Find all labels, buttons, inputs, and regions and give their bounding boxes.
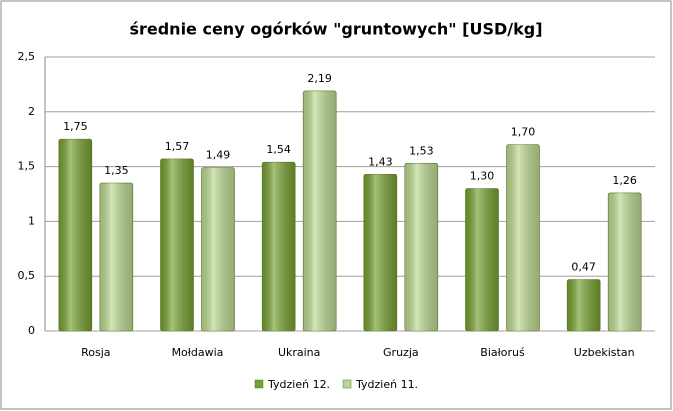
value-label: 1,70 [511,126,536,139]
value-label: 0,47 [571,260,596,273]
x-tick-label: Gruzja [383,346,419,359]
value-label: 1,53 [409,144,434,157]
bar-shine [404,163,438,331]
value-label: 1,35 [104,164,129,177]
value-label: 1,30 [470,170,495,183]
legend-swatch [342,379,352,389]
y-tick-label: 0,5 [18,269,36,282]
bar-shine [99,183,133,331]
bar-shine [608,192,642,331]
legend-swatch [254,379,264,389]
chart-title: średnie ceny ogórków "gruntowych" [USD/k… [129,20,542,39]
bar-shine [506,144,540,331]
value-label: 2,19 [307,72,332,85]
bar-shine [160,158,194,331]
value-label: 1,57 [165,140,190,153]
bar-shine [58,139,92,331]
value-label: 1,26 [612,174,637,187]
x-tick-label: Ukraina [278,346,320,359]
x-tick-label: Rosja [81,346,110,359]
bar-shine [567,279,601,331]
value-label: 1,54 [266,143,291,156]
x-tick-label: Uzbekistan [574,346,635,359]
y-tick-label: 0 [28,324,35,337]
y-tick-label: 1 [28,214,35,227]
y-tick-label: 2 [28,105,35,118]
x-tick-label: Białoruś [480,346,525,359]
bar-shine [201,167,235,331]
bar-shine [262,162,296,331]
bar-shine [363,174,397,331]
bar-shine [465,188,499,331]
bar-shine [303,90,337,331]
y-tick-label: 1,5 [18,160,36,173]
value-label: 1,49 [206,149,231,162]
value-label: 1,43 [368,155,393,168]
value-label: 1,75 [63,120,88,133]
y-tick-label: 2,5 [18,50,36,63]
legend-label: Tydzień 11. [355,378,418,391]
x-tick-label: Mołdawia [172,346,224,359]
legend-label: Tydzień 12. [267,378,330,391]
